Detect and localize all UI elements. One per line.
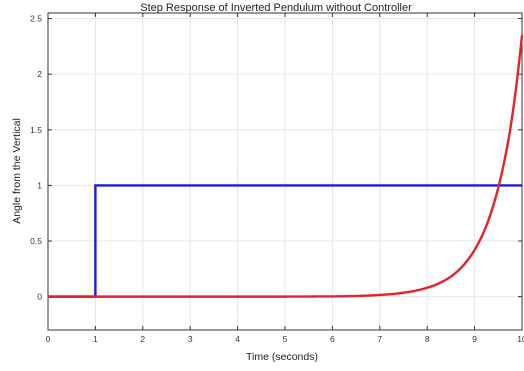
grid [48, 13, 522, 330]
x-tick-label: 0 [46, 334, 51, 344]
x-tick-label: 4 [235, 334, 240, 344]
series-line-pendulum-response [48, 35, 524, 298]
axis-ticks: 0 1 2 3 4 5 6 7 8 9 10 0 0.5 1 1.5 2 2.5 [30, 13, 524, 344]
x-tick-label: 10 [517, 334, 524, 344]
x-tick-label: 6 [330, 334, 335, 344]
x-tick-label: 8 [425, 334, 430, 344]
chart-title: Step Response of Inverted Pendulum witho… [140, 2, 412, 14]
x-tick-label: 7 [377, 334, 382, 344]
y-axis-label: Angle from the Vertical [11, 118, 23, 224]
x-tick-label: 5 [283, 334, 288, 344]
x-tick-label: 2 [140, 334, 145, 344]
x-tick-label: 1 [93, 334, 98, 344]
y-tick-label: 0 [37, 292, 42, 302]
x-tick-label: 3 [188, 334, 193, 344]
y-tick-label: 1 [37, 180, 42, 190]
series-lines [48, 35, 524, 298]
y-tick-label: 2 [37, 69, 42, 79]
x-tick-label: 9 [472, 334, 477, 344]
y-tick-label: 1.5 [30, 125, 42, 135]
y-tick-label: 2.5 [30, 14, 42, 24]
y-tick-label: 0.5 [30, 236, 42, 246]
x-axis-label: Time (seconds) [246, 351, 318, 363]
